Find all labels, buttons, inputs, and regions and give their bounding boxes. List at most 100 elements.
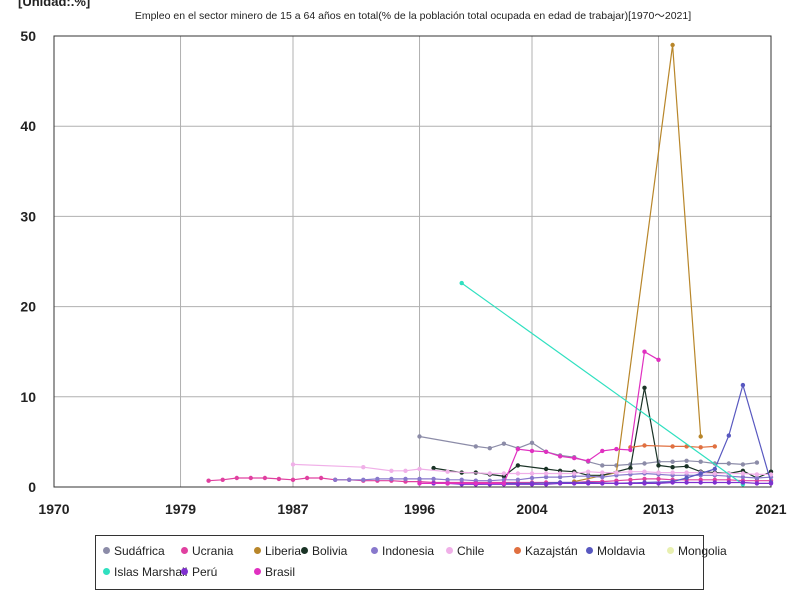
series-4-point: [543, 474, 549, 480]
y-tick-label: 30: [20, 208, 36, 224]
series-5-point: [572, 471, 577, 476]
series-11-point: [600, 448, 605, 454]
legend-marker: [446, 547, 453, 555]
series-5-point: [754, 472, 760, 477]
series-4-point: [740, 474, 746, 480]
legend-marker: [371, 547, 378, 555]
series-5-point: [403, 468, 408, 473]
x-tick-label: 1970: [38, 501, 69, 517]
x-tick-label: 1996: [404, 501, 435, 517]
chart-title: Empleo en el sector minero de 15 a 64 añ…: [134, 10, 692, 22]
legend-marker: [181, 547, 188, 555]
series-10-point: [642, 481, 647, 486]
legend-marker: [514, 547, 521, 555]
series-4-line: [335, 472, 772, 482]
series-1-point: [276, 476, 282, 482]
legend: Sudáfrica Ucrania Liberia Bolivia Indonesia C…: [95, 535, 727, 590]
series-11-point: [543, 449, 549, 454]
series-4-point: [557, 474, 563, 480]
legend-item: Indonesia: [371, 544, 434, 558]
series-0-point: [684, 458, 689, 463]
legend-label: Sudáfrica: [114, 544, 165, 558]
series-7-point: [712, 466, 717, 472]
series-1-point: [220, 477, 225, 482]
series-10-point: [684, 480, 689, 485]
legend-marker: [586, 547, 593, 555]
unit-label: [Unidad:.%]: [18, 0, 91, 9]
series-11-point: [586, 458, 591, 463]
series-4-point: [361, 477, 366, 482]
y-tick-label: 0: [28, 479, 36, 495]
series-11-point: [515, 446, 521, 452]
series-10-point: [768, 481, 774, 486]
series-10-point: [586, 481, 591, 486]
series-10-point: [600, 481, 605, 486]
legend-item: Mongolia: [667, 544, 727, 558]
series-4-point: [389, 476, 394, 482]
series-4-point: [754, 475, 760, 481]
x-tick-label: 1979: [165, 501, 196, 517]
series-10-point: [572, 481, 577, 486]
series-4-point: [403, 476, 408, 482]
x-tick-label: 2013: [643, 501, 674, 517]
legend-label: Chile: [457, 544, 485, 558]
series-0-point: [670, 459, 675, 464]
series-1-point: [206, 478, 211, 483]
series-10-point: [740, 480, 746, 485]
series-0-point: [417, 434, 422, 439]
legend-label: Ucrania: [192, 544, 234, 558]
series-10-point: [754, 481, 760, 486]
series-0-point: [487, 446, 492, 451]
series-5-point: [740, 471, 746, 476]
series-6-point: [670, 444, 675, 449]
legend-item: Moldavia: [586, 544, 645, 558]
series-7-point: [726, 433, 731, 438]
legend-label: Mongolia: [678, 544, 727, 558]
legend-item: Brasil: [254, 565, 295, 579]
legend-label: Moldavia: [597, 544, 646, 558]
legend-label: Indonesia: [382, 544, 435, 558]
series-5-point: [543, 471, 549, 476]
series-2-point: [670, 42, 675, 48]
chart: 1970 1979 1987 1996 2004 2013 2021 0 10 20 30 40 50: [20, 28, 786, 517]
y-tick-label: 10: [20, 389, 36, 405]
series-1-point: [262, 475, 268, 481]
series-10-point: [656, 481, 661, 486]
legend-item: Bolivia: [301, 544, 347, 558]
series-5-point: [684, 470, 689, 475]
legend-item: Kazajstán: [514, 544, 578, 558]
series-5-point: [628, 469, 633, 474]
series-1-point: [304, 475, 310, 481]
series-4-point: [600, 474, 605, 480]
series-11-point: [529, 448, 535, 454]
series-10-point: [726, 480, 731, 485]
series-10-point: [712, 480, 717, 485]
series-1-point: [248, 475, 253, 481]
legend-label: Islas Marshall: [114, 565, 188, 579]
plot-frame: [53, 35, 772, 488]
legend-label: Kazajstán: [525, 544, 578, 558]
series-1-point: [628, 477, 633, 482]
series-10-point: [487, 482, 492, 487]
series-9-line: [461, 282, 744, 485]
series-11-point: [557, 454, 563, 459]
series-4-point: [586, 474, 591, 479]
series-2-point: [698, 434, 703, 439]
series-10-point: [543, 482, 549, 487]
series-5-point: [389, 468, 394, 473]
legend-marker: [301, 547, 308, 555]
series-5-point: [614, 470, 619, 475]
series-5-point: [417, 466, 422, 472]
series-5-point: [515, 471, 521, 476]
series-4-point: [347, 477, 352, 482]
series-11-point: [656, 357, 661, 362]
series-10-point: [698, 480, 703, 485]
series-3-point: [656, 463, 661, 468]
series-6-point: [642, 443, 647, 448]
legend-item: Sudáfrica: [103, 544, 165, 558]
series-0-point: [529, 440, 535, 445]
series-0-line: [419, 435, 757, 466]
series-4-point: [431, 476, 436, 482]
legend-marker: [254, 568, 261, 576]
legend-item: Ucrania: [181, 544, 233, 558]
